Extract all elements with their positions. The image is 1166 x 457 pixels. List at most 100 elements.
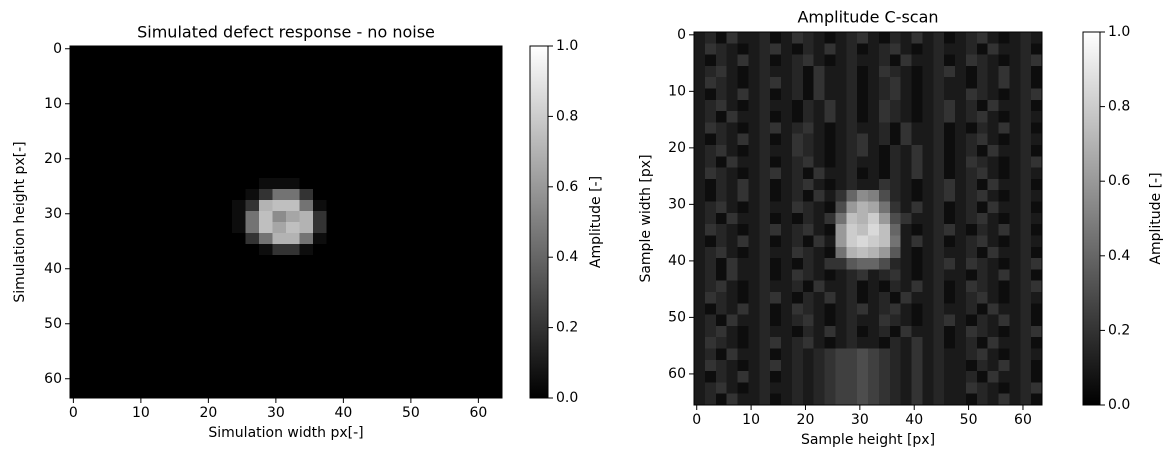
cell xyxy=(1020,246,1032,259)
cell xyxy=(1020,212,1032,225)
cell xyxy=(813,314,825,327)
cell xyxy=(813,145,825,157)
cell xyxy=(737,348,749,361)
colorbar-tick-label: 0.0 xyxy=(1108,397,1130,413)
cell xyxy=(846,99,858,112)
cell xyxy=(987,77,999,89)
cell xyxy=(461,123,476,135)
cell xyxy=(272,332,287,344)
cell xyxy=(475,68,489,80)
cell xyxy=(965,212,978,225)
cell xyxy=(857,269,869,282)
cell xyxy=(164,46,179,58)
x-tick-label: 50 xyxy=(960,412,978,428)
cell xyxy=(475,376,489,388)
cell xyxy=(83,343,98,355)
cell xyxy=(380,277,395,289)
cell xyxy=(911,122,923,135)
cell xyxy=(878,269,891,282)
cell xyxy=(857,348,869,361)
cell xyxy=(726,77,738,89)
cell xyxy=(475,156,489,168)
cell xyxy=(191,233,206,245)
cell xyxy=(272,68,287,80)
cell xyxy=(83,134,98,146)
cell xyxy=(987,269,999,282)
cell xyxy=(1031,382,1043,395)
cell xyxy=(944,65,956,78)
cell xyxy=(259,112,273,124)
cell xyxy=(259,321,273,333)
cell xyxy=(726,65,738,78)
cell xyxy=(1031,32,1043,44)
cell xyxy=(824,99,836,112)
cell xyxy=(340,321,354,333)
colorbar-tick-label: 0.6 xyxy=(1108,173,1130,189)
cell xyxy=(191,189,206,201)
cell xyxy=(987,133,999,146)
cell xyxy=(868,77,880,89)
cell xyxy=(835,145,847,157)
cell xyxy=(791,88,804,101)
cell xyxy=(748,280,760,293)
cell xyxy=(998,111,1010,123)
cell xyxy=(421,200,435,212)
cell xyxy=(326,46,341,58)
cell xyxy=(944,258,956,270)
cell xyxy=(715,258,728,270)
cell xyxy=(737,178,749,191)
cell xyxy=(259,288,273,300)
cell xyxy=(824,178,836,191)
cell xyxy=(434,57,449,69)
cell xyxy=(164,321,179,333)
cell xyxy=(835,246,847,259)
cell xyxy=(97,365,111,377)
cell xyxy=(933,65,945,78)
cell xyxy=(748,325,760,338)
cell xyxy=(461,310,476,322)
cell xyxy=(488,244,503,256)
cell xyxy=(205,343,219,355)
cell xyxy=(191,354,206,366)
cell xyxy=(475,266,489,278)
cell xyxy=(245,200,260,212)
cell xyxy=(813,235,825,248)
cell xyxy=(110,79,125,91)
cell xyxy=(965,178,978,191)
cell xyxy=(178,46,192,58)
cell xyxy=(1020,291,1032,304)
cell xyxy=(434,244,449,256)
cell xyxy=(846,359,858,372)
cell xyxy=(824,303,836,315)
cell xyxy=(737,224,749,236)
cell xyxy=(191,68,206,80)
cell xyxy=(900,133,912,146)
cell xyxy=(998,258,1010,270)
cell xyxy=(367,167,381,179)
cell xyxy=(955,99,967,112)
cell xyxy=(407,123,422,135)
cell xyxy=(889,99,902,112)
cell xyxy=(124,112,138,124)
cell xyxy=(151,244,165,256)
cell xyxy=(137,57,152,69)
cell xyxy=(461,299,476,311)
cell xyxy=(1009,224,1021,236)
cell xyxy=(802,371,815,383)
cell xyxy=(97,68,111,80)
cell xyxy=(976,348,989,361)
cell xyxy=(448,101,462,113)
cell xyxy=(770,65,782,78)
cell xyxy=(394,343,408,355)
cell xyxy=(1009,65,1021,78)
cell xyxy=(97,332,111,344)
cell xyxy=(922,178,934,191)
cell xyxy=(922,258,934,270)
cell xyxy=(770,269,782,282)
cell xyxy=(704,122,717,135)
cell xyxy=(191,134,206,146)
cell xyxy=(802,280,815,293)
cell xyxy=(1009,314,1021,327)
cell xyxy=(326,90,341,102)
cell xyxy=(353,134,368,146)
